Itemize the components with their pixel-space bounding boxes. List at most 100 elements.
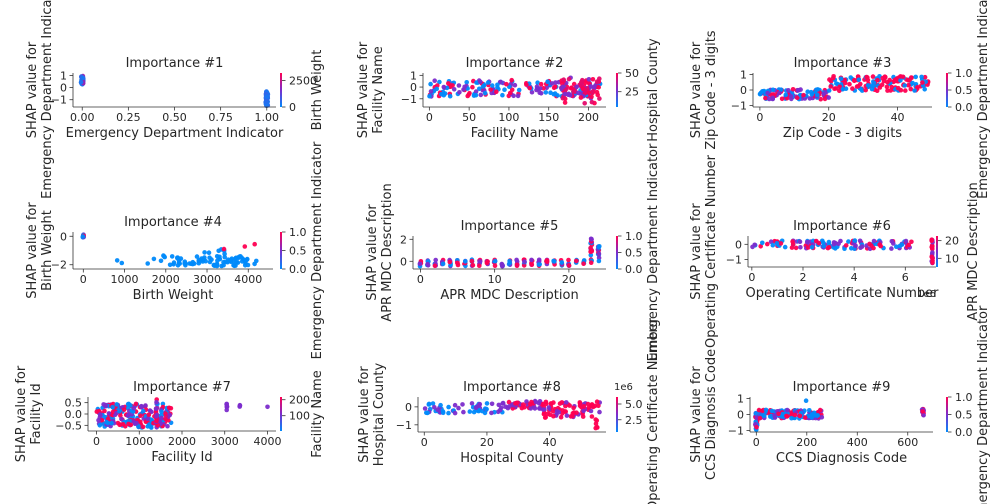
data-point [104, 419, 109, 425]
data-point [528, 401, 533, 407]
data-point [461, 409, 466, 415]
x-tick-label: 1.00 [255, 111, 280, 124]
data-point [828, 84, 833, 89]
y-tick-label: 0 [737, 409, 744, 422]
data-point [818, 96, 823, 102]
data-point [440, 410, 446, 416]
x-axis-label: Facility Id [151, 450, 212, 465]
x-axis-label: Facility Name [471, 126, 559, 141]
data-point [560, 84, 566, 90]
data-point [485, 80, 491, 85]
data-point [760, 240, 765, 246]
data-point [590, 77, 596, 82]
y-tick-label: −1 [396, 419, 412, 432]
data-point [871, 238, 877, 244]
y-axis-label: Facility Id [29, 383, 44, 444]
data-point [507, 258, 512, 264]
data-point [807, 408, 812, 413]
chart-title: Importance #1 [126, 56, 224, 71]
x-tick-label: 0 [748, 271, 755, 284]
y-tick-label: 1 [740, 69, 747, 82]
data-point [776, 411, 781, 417]
data-point [863, 87, 868, 93]
x-tick-label: 0 [753, 436, 760, 449]
data-point [535, 80, 540, 85]
x-axis-label: Birth Weight [133, 288, 214, 303]
data-point [596, 403, 601, 409]
chart-title: Importance #6 [793, 219, 891, 234]
data-point [114, 402, 119, 407]
data-point [490, 83, 495, 88]
data-point [253, 258, 259, 264]
data-point [99, 418, 105, 423]
data-point [537, 406, 542, 411]
data-point [120, 422, 126, 427]
colorbar-tick-label: 10 [945, 252, 959, 265]
x-offset-text: 1e6 [917, 289, 936, 300]
colorbar-tick-label: 1.0 [625, 230, 643, 243]
data-point [133, 401, 139, 407]
data-point [537, 399, 543, 404]
data-point [564, 400, 569, 405]
data-point [460, 402, 465, 407]
data-point [578, 95, 584, 100]
data-point [97, 423, 103, 428]
data-point [544, 258, 550, 263]
colorbar-tick-label: 5.0 [625, 398, 643, 411]
x-tick-label: 20 [822, 111, 836, 124]
data-point [126, 421, 131, 427]
y-axis-label: SHAP value for [25, 202, 40, 299]
data-point [474, 80, 479, 85]
data-point [594, 418, 600, 423]
data-point [586, 90, 592, 96]
data-point [145, 416, 150, 422]
data-point [494, 89, 499, 94]
data-point [782, 244, 788, 250]
data-point [119, 260, 125, 266]
data-point [237, 402, 243, 408]
data-point [912, 88, 917, 93]
data-point [121, 407, 127, 412]
data-point [801, 92, 806, 98]
y-tick-label: 2 [400, 233, 407, 246]
data-point [577, 401, 583, 406]
y-axis-label: SHAP value for [356, 41, 371, 138]
data-point [425, 410, 430, 416]
data-point [560, 95, 566, 101]
data-point [580, 77, 585, 83]
data-point [752, 242, 757, 248]
data-point [559, 400, 565, 405]
x-tick-label: 200 [578, 111, 599, 124]
data-point [833, 86, 839, 91]
data-point [551, 400, 556, 405]
data-point [141, 408, 146, 414]
data-point [477, 259, 483, 264]
data-point [552, 259, 557, 264]
colorbar [616, 397, 618, 432]
data-point [109, 420, 114, 426]
data-point [529, 262, 535, 268]
data-point [778, 241, 784, 246]
data-point [452, 402, 458, 408]
data-point [477, 86, 482, 92]
data-point [903, 88, 908, 93]
x-tick-label: 400 [847, 436, 868, 449]
data-point [447, 259, 453, 265]
data-point [506, 404, 512, 409]
data-point [430, 401, 436, 406]
data-point [785, 407, 790, 413]
data-point [145, 424, 151, 429]
colorbar-label: Emergency Department Indicator [646, 143, 661, 361]
data-point [538, 81, 544, 87]
data-point [878, 243, 883, 249]
data-point [853, 243, 858, 249]
data-point [757, 415, 763, 421]
data-point [224, 404, 230, 410]
data-point [807, 96, 813, 101]
x-tick-label: 50 [462, 111, 476, 124]
x-axis-label: CCS Diagnosis Code [776, 451, 907, 466]
colorbar-tick-label: 1.0 [289, 226, 307, 239]
data-point [233, 263, 238, 268]
data-point [215, 258, 220, 263]
